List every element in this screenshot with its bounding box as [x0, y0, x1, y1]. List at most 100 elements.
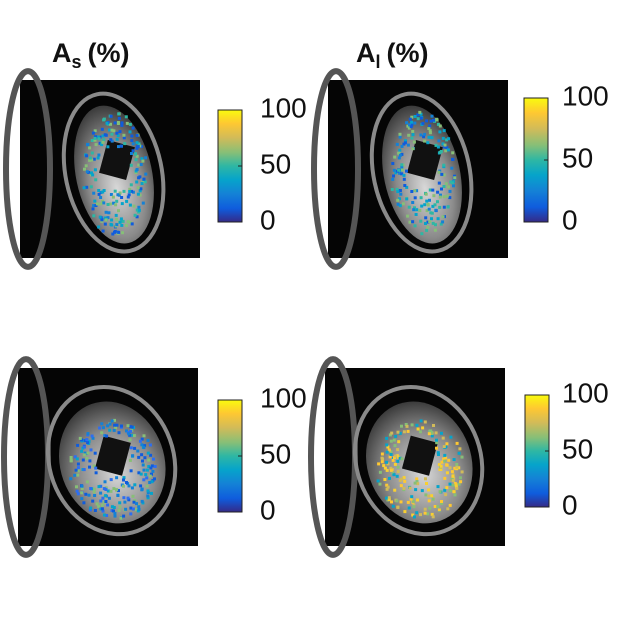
map-pixel	[385, 468, 389, 472]
map-pixel	[452, 184, 455, 188]
map-pixel	[446, 205, 450, 209]
map-pixel	[446, 148, 450, 152]
map-pixel	[385, 443, 389, 447]
map-pixel	[392, 168, 396, 172]
outer-ring	[45, 384, 178, 537]
map-pixel	[100, 422, 104, 426]
map-pixel	[389, 466, 393, 470]
mri-image	[311, 68, 508, 270]
map-pixel	[426, 512, 430, 516]
map-pixel	[408, 123, 411, 127]
map-pixel	[99, 484, 103, 488]
map-pixel	[445, 194, 449, 198]
map-pixel	[444, 149, 448, 153]
map-pixel	[411, 201, 415, 204]
map-pixel	[116, 134, 120, 137]
map-pixel	[455, 486, 459, 490]
map-pixel	[137, 208, 141, 212]
map-pixel	[75, 489, 79, 493]
map-pixel	[137, 507, 141, 511]
map-pixel	[135, 502, 138, 506]
map-pixel	[135, 215, 139, 219]
map-pixel	[398, 132, 402, 136]
cavity	[407, 139, 443, 181]
map-pixel	[443, 143, 447, 147]
map-pixel	[448, 189, 452, 193]
map-pixel	[104, 486, 108, 490]
map-pixel	[380, 452, 384, 456]
map-pixel	[378, 470, 382, 474]
map-pixel	[450, 181, 454, 185]
map-pixel	[97, 153, 101, 157]
map-pixel	[415, 477, 419, 481]
map-pixel	[103, 480, 107, 484]
map-pixel	[97, 485, 101, 489]
map-pixel	[411, 513, 415, 517]
map-pixel	[118, 220, 122, 224]
map-pixel	[122, 133, 126, 137]
map-pixel	[90, 139, 94, 142]
map-pixel	[146, 494, 150, 498]
map-pixel	[451, 474, 455, 478]
map-pixel	[117, 431, 121, 435]
map-pixel	[146, 438, 150, 442]
map-pixel	[103, 434, 107, 438]
map-pixel	[406, 124, 410, 128]
map-pixel	[123, 500, 127, 504]
map-pixel	[399, 168, 403, 172]
map-pixel	[125, 481, 128, 484]
map-pixel	[76, 443, 80, 447]
map-pixel	[406, 143, 410, 147]
map-pixel	[101, 426, 105, 430]
map-pixel	[428, 506, 432, 510]
map-pixel	[98, 426, 102, 430]
map-pixel	[82, 453, 86, 457]
map-pixel	[76, 469, 80, 473]
map-pixel	[131, 454, 135, 458]
map-pixel	[434, 431, 438, 435]
map-pixel	[81, 446, 85, 450]
map-pixel	[445, 442, 449, 446]
map-pixel	[423, 420, 427, 424]
map-pixel	[140, 499, 144, 503]
map-pixel	[137, 505, 141, 509]
map-pixel	[106, 503, 110, 507]
map-pixel	[425, 119, 429, 123]
map-pixel	[109, 138, 113, 142]
map-pixel	[117, 116, 121, 120]
map-pixel	[432, 424, 435, 427]
map-pixel	[129, 183, 133, 187]
map-pixel	[142, 478, 146, 482]
map-pixel	[144, 172, 148, 176]
map-pixel	[457, 451, 461, 455]
map-pixel	[113, 423, 117, 427]
map-pixel	[427, 499, 431, 503]
map-pixel	[139, 472, 143, 476]
map-pixel	[90, 434, 94, 438]
map-pixel	[115, 131, 119, 135]
map-pixel	[76, 492, 80, 496]
map-pixel	[87, 493, 91, 497]
map-pixel	[435, 446, 438, 450]
map-pixel	[396, 470, 400, 474]
map-pixel	[400, 457, 404, 461]
colorbar-tick-label: 50	[260, 438, 291, 469]
map-pixel	[398, 189, 402, 192]
map-pixel	[125, 223, 128, 227]
map-pixel	[451, 479, 455, 482]
map-pixel	[403, 141, 407, 145]
map-pixel	[450, 166, 454, 170]
map-pixel	[140, 145, 144, 149]
map-pixel	[138, 439, 142, 443]
map-pixel	[442, 195, 446, 199]
map-pixel	[119, 217, 123, 221]
map-pixel	[101, 509, 105, 513]
map-pixel	[103, 133, 107, 137]
map-pixel	[130, 134, 134, 138]
map-pixel	[128, 438, 132, 442]
map-pixel	[430, 136, 434, 140]
map-pixel	[433, 228, 437, 232]
map-pixel	[444, 182, 448, 186]
map-pixel	[439, 464, 443, 468]
map-pixel	[127, 484, 131, 488]
